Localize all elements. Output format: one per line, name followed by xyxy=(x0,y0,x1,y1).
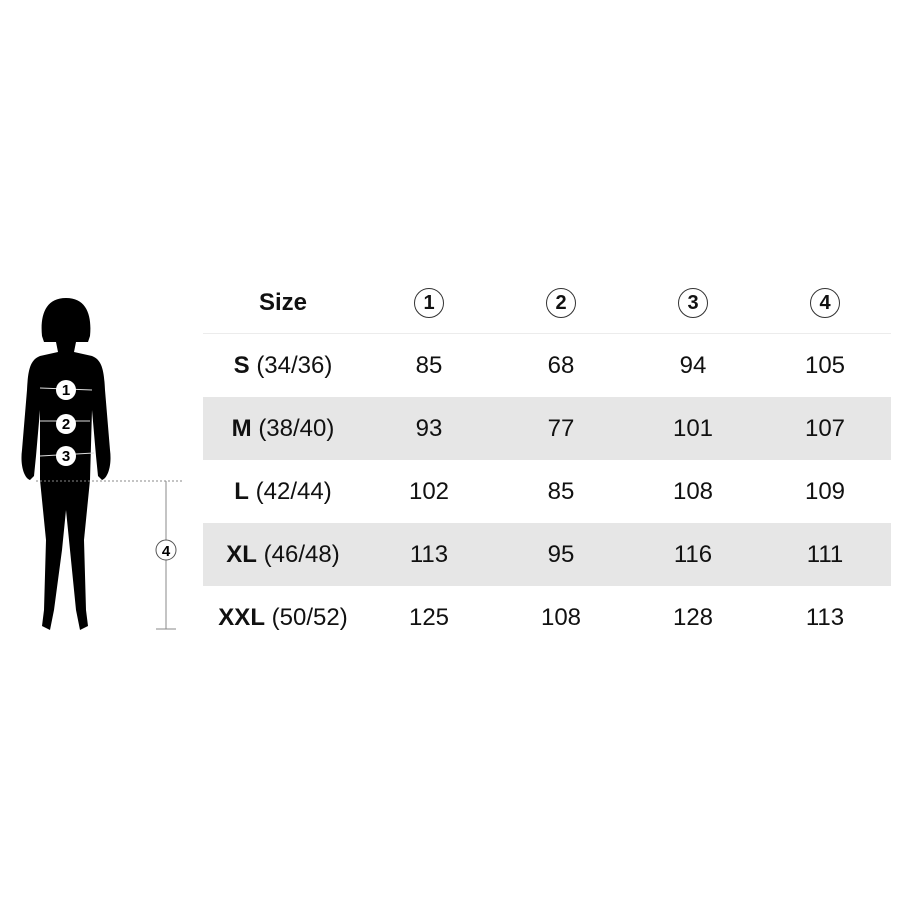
size-eu: (38/40) xyxy=(258,414,335,442)
measurement-cell: 77 xyxy=(547,414,575,442)
column-header-4: 4 xyxy=(810,287,840,318)
measurement-cell: 113 xyxy=(805,603,845,631)
body-silhouette-figure: 1 2 3 4 xyxy=(21,298,184,630)
marker-2: 2 xyxy=(62,416,70,433)
marker-3: 3 xyxy=(62,448,70,465)
measure-markers: 1 2 3 xyxy=(56,380,76,466)
table-row: L (42/44) 102 85 108 109 xyxy=(203,460,891,523)
measurement-cell: 101 xyxy=(672,414,714,442)
size-eu: (46/48) xyxy=(263,540,340,568)
measurement-cell: 93 xyxy=(415,414,443,442)
size-chart-table: Size 1 2 3 4 S (34/36) 85 68 94 105 M (38/40)… xyxy=(203,272,891,649)
measurement-cell: 95 xyxy=(547,540,575,568)
column-header-3: 3 xyxy=(678,287,708,318)
size-label: L (42/44) xyxy=(203,478,363,506)
measurement-cell: 85 xyxy=(547,477,575,505)
table-header-row: Size 1 2 3 4 xyxy=(203,272,891,334)
size-label: XL (46/48) xyxy=(203,541,363,569)
size-label: M (38/40) xyxy=(203,415,363,443)
size-header: Size xyxy=(258,288,308,316)
measurement-cell: 94 xyxy=(679,351,707,379)
measurement-cell: 111 xyxy=(806,540,844,568)
marker-1: 1 xyxy=(62,382,70,399)
table-row: XXL (50/52) 125 108 128 113 xyxy=(203,586,891,649)
size-code: XXL xyxy=(218,603,265,631)
measurement-cell: 113 xyxy=(409,540,449,568)
measurement-cell: 109 xyxy=(804,477,846,505)
size-eu: (34/36) xyxy=(256,351,333,379)
measurement-cell: 105 xyxy=(804,351,846,379)
size-code: L xyxy=(234,477,249,505)
measurement-cell: 107 xyxy=(804,414,846,442)
table-row: XL (46/48) 113 95 116 111 xyxy=(203,523,891,586)
measurement-cell: 116 xyxy=(673,540,713,568)
size-code: XL xyxy=(226,540,257,568)
size-eu: (42/44) xyxy=(255,477,332,505)
measurement-cell: 68 xyxy=(547,351,575,379)
size-label: XXL (50/52) xyxy=(203,604,363,632)
size-code: M xyxy=(231,414,252,442)
measurement-cell: 108 xyxy=(672,477,714,505)
size-label: S (34/36) xyxy=(203,352,363,380)
column-header-2: 2 xyxy=(546,287,576,318)
size-code: S xyxy=(233,351,250,379)
measurement-cell: 125 xyxy=(408,603,450,631)
measurement-cell: 85 xyxy=(415,351,443,379)
column-header-1: 1 xyxy=(414,287,444,318)
measurement-cell: 102 xyxy=(408,477,450,505)
height-marker-4: 4 xyxy=(162,543,171,560)
table-row: M (38/40) 93 77 101 107 xyxy=(203,397,891,460)
measurement-cell: 108 xyxy=(540,603,582,631)
size-eu: (50/52) xyxy=(271,603,348,631)
table-row: S (34/36) 85 68 94 105 xyxy=(203,334,891,397)
measurement-cell: 128 xyxy=(672,603,714,631)
